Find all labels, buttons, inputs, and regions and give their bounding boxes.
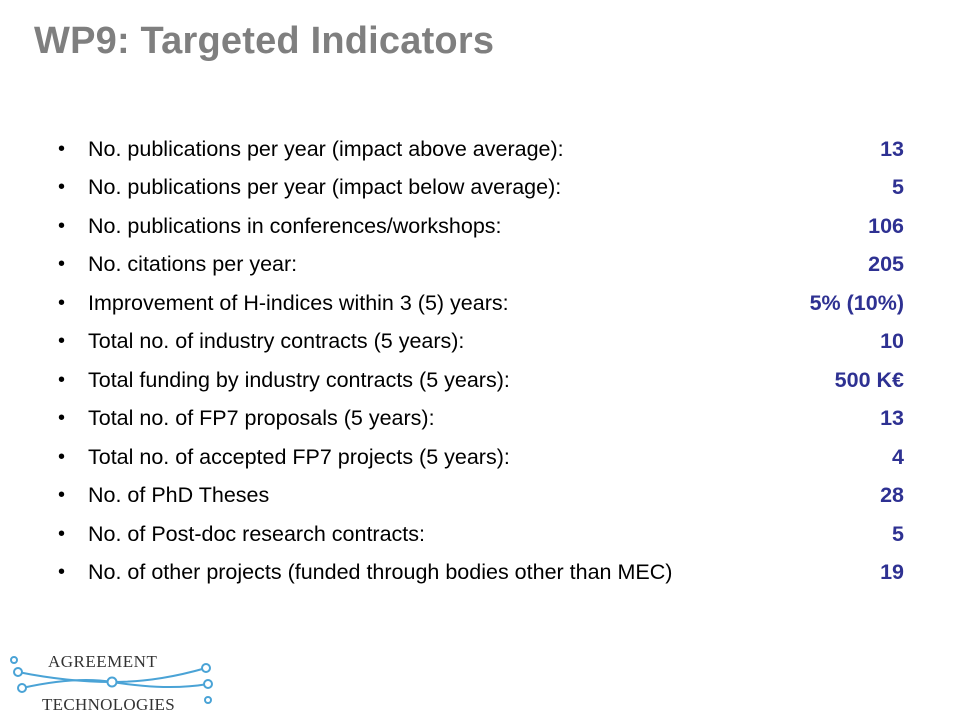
indicator-row: • No. publications per year (impact below… bbox=[58, 169, 904, 208]
indicator-label: Total no. of industry contracts (5 years… bbox=[88, 329, 465, 354]
indicator-row: • No. citations per year: 205 bbox=[58, 246, 904, 285]
bullet-icon: • bbox=[58, 522, 66, 545]
bullet-icon: • bbox=[58, 330, 66, 353]
indicator-row: • No. publications per year (impact above… bbox=[58, 130, 904, 169]
indicator-row: • Total no. of accepted FP7 projects (5 y… bbox=[58, 438, 904, 477]
indicator-row: • No. of other projects (funded through b… bbox=[58, 554, 904, 593]
indicator-value: 205 bbox=[868, 252, 904, 277]
indicator-value: 19 bbox=[880, 560, 904, 585]
indicator-label: No. publications per year (impact above … bbox=[88, 136, 564, 161]
indicator-value: 5 bbox=[892, 175, 904, 200]
indicator-value: 28 bbox=[880, 483, 904, 508]
indicator-row: • No. of Post-doc research contracts: 5 bbox=[58, 515, 904, 554]
bullet-icon: • bbox=[58, 445, 66, 468]
logo-circuit-icon bbox=[10, 656, 213, 704]
bullet-icon: • bbox=[58, 253, 66, 276]
indicator-value: 13 bbox=[880, 136, 904, 161]
indicator-list: • No. publications per year (impact above… bbox=[58, 130, 904, 592]
indicator-row: • No. of PhD Theses 28 bbox=[58, 477, 904, 516]
indicator-label: No. publications per year (impact below … bbox=[88, 175, 562, 200]
indicator-label: No. citations per year: bbox=[88, 252, 298, 277]
indicator-row: • Total funding by industry contracts (5 … bbox=[58, 361, 904, 400]
logo-text-technologies: TECHNOLOGIES bbox=[42, 695, 175, 714]
indicator-label: Total no. of accepted FP7 projects (5 ye… bbox=[88, 444, 510, 469]
indicator-value: 106 bbox=[868, 213, 904, 238]
indicator-row: • Total no. of industry contracts (5 year… bbox=[58, 323, 904, 362]
bullet-icon: • bbox=[58, 484, 66, 507]
indicator-label: No. of PhD Theses bbox=[88, 483, 270, 508]
indicator-label: Total funding by industry contracts (5 y… bbox=[88, 367, 510, 392]
bullet-icon: • bbox=[58, 214, 66, 237]
bullet-icon: • bbox=[58, 176, 66, 199]
indicator-label: No. of Post-doc research contracts: bbox=[88, 521, 425, 546]
bullet-icon: • bbox=[58, 368, 66, 391]
logo-text-agreement: AGREEMENT bbox=[48, 652, 157, 671]
indicator-value: 4 bbox=[892, 444, 904, 469]
bullet-icon: • bbox=[58, 407, 66, 430]
indicator-label: Improvement of H-indices within 3 (5) ye… bbox=[88, 290, 509, 315]
indicator-label: Total no. of FP7 proposals (5 years): bbox=[88, 406, 435, 431]
bullet-icon: • bbox=[58, 137, 66, 160]
indicator-row: • Total no. of FP7 proposals (5 years): 13 bbox=[58, 400, 904, 439]
indicator-label: No. publications in conferences/workshop… bbox=[88, 213, 502, 238]
indicator-value: 5 bbox=[892, 521, 904, 546]
bullet-icon: • bbox=[58, 561, 66, 584]
indicator-value: 13 bbox=[880, 406, 904, 431]
indicator-row: • Improvement of H-indices within 3 (5) y… bbox=[58, 284, 904, 323]
indicator-row: • No. publications in conferences/worksho… bbox=[58, 207, 904, 246]
indicator-value: 5% (10%) bbox=[809, 290, 904, 315]
slide-title: WP9: Targeted Indicators bbox=[34, 20, 495, 62]
agreement-technologies-logo: AGREEMENT TECHNOLOGIES bbox=[10, 652, 213, 714]
indicator-value: 10 bbox=[880, 329, 904, 354]
indicator-label: No. of other projects (funded through bo… bbox=[88, 560, 673, 585]
bullet-icon: • bbox=[58, 291, 66, 314]
indicator-value: 500 K€ bbox=[834, 367, 904, 392]
